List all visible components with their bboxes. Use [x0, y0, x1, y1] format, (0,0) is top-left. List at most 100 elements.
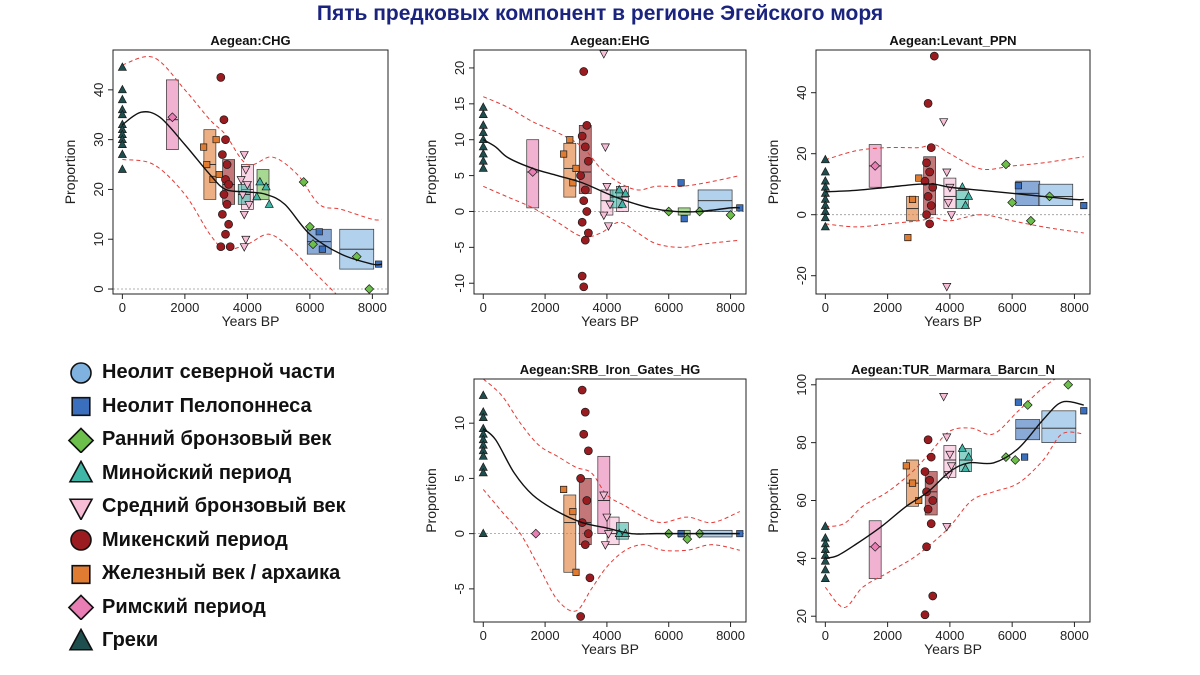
legend: Неолит северной части Неолит Пелопоннеса…	[66, 356, 346, 658]
x-axis-label: Years BP	[924, 641, 982, 657]
data-point	[922, 210, 931, 220]
data-point	[577, 217, 587, 227]
data-point	[239, 151, 249, 160]
data-point	[582, 496, 592, 505]
data-point	[942, 523, 952, 532]
data-point	[677, 179, 685, 187]
data-point	[244, 201, 254, 210]
y-tick-label: -10	[452, 274, 467, 293]
data-point	[945, 450, 955, 460]
data-point	[682, 534, 693, 545]
x-axis-label: Years BP	[924, 313, 982, 329]
y-tick-label: -20	[794, 266, 809, 285]
data-point	[222, 160, 232, 169]
data-point	[560, 485, 568, 494]
data-point	[242, 181, 252, 190]
data-point	[820, 521, 830, 530]
ci-lower-line	[122, 159, 337, 294]
data-point	[582, 207, 592, 216]
x-tick-label: 6000	[654, 300, 683, 315]
chart-panel: Aegean:SRB_Iron_Gates_HG 0 2000 4000 6000 800…	[423, 362, 747, 657]
data-point	[167, 112, 178, 123]
legend-marker	[70, 529, 92, 552]
ci-lower-line	[482, 489, 740, 612]
legend-marker	[67, 427, 95, 453]
data-point	[576, 612, 585, 621]
y-tick-label: 0	[91, 285, 106, 292]
data-point	[203, 160, 211, 169]
data-point	[572, 164, 580, 172]
x-tick-label: 6000	[998, 628, 1027, 643]
data-point	[579, 282, 589, 292]
x-tick-label: 2000	[873, 300, 902, 315]
x-tick-label: 8000	[716, 628, 745, 643]
plot-frame	[473, 378, 747, 623]
y-tick-label: 30	[91, 132, 106, 146]
x-tick-label: 0	[822, 300, 829, 315]
data-point	[960, 200, 971, 209]
y-tick-label: 5	[452, 172, 467, 179]
data-point	[926, 143, 936, 152]
data-point	[585, 573, 595, 583]
data-point	[599, 211, 609, 221]
data-point	[219, 190, 229, 199]
legend-item: Средний бронзовый век	[66, 490, 346, 524]
y-tick-label: 80	[794, 435, 809, 449]
data-point	[580, 540, 590, 550]
data-point	[923, 504, 933, 514]
data-point	[580, 185, 590, 195]
data-point	[219, 115, 229, 125]
data-point	[614, 528, 624, 537]
data-point	[920, 610, 930, 620]
data-point	[478, 141, 488, 151]
legend-symbol-icon	[71, 397, 91, 417]
data-point	[241, 166, 251, 175]
data-point	[239, 210, 249, 220]
data-point	[478, 109, 488, 118]
box-iqr	[1015, 419, 1041, 441]
chart-panel: Aegean:TUR_Marmara_Barcın_N 0 2000 4000 6000…	[765, 362, 1091, 657]
data-point	[820, 556, 830, 565]
data-point	[117, 139, 127, 148]
legend-marker	[71, 564, 91, 584]
legend-label: Железный век / архаика	[102, 562, 341, 585]
data-point	[584, 228, 593, 238]
data-point	[216, 73, 226, 82]
data-point	[1014, 182, 1022, 190]
data-point	[600, 143, 610, 153]
data-point	[1021, 453, 1029, 461]
data-point	[603, 530, 614, 539]
legend-label: Неолит северной части	[102, 361, 336, 384]
data-point	[117, 94, 127, 104]
data-point	[577, 385, 587, 395]
legend-label: Микенский период	[102, 528, 288, 551]
box-iqr	[563, 494, 577, 573]
data-point	[117, 84, 127, 94]
y-tick-label: 40	[794, 551, 809, 565]
data-point	[236, 176, 246, 185]
data-point	[926, 519, 936, 528]
data-point	[680, 215, 688, 223]
x-tick-label: 0	[480, 628, 487, 643]
data-point	[925, 219, 934, 229]
data-point	[600, 541, 610, 550]
data-point	[576, 474, 585, 483]
data-point	[599, 50, 609, 59]
x-tick-label: 2000	[873, 628, 902, 643]
data-point	[239, 243, 249, 252]
data-point	[117, 149, 127, 158]
ci-upper-line	[122, 56, 382, 221]
data-point	[576, 171, 585, 180]
legend-marker	[68, 627, 94, 651]
data-point	[478, 467, 488, 477]
y-tick-label: 0	[452, 530, 467, 537]
data-point	[939, 393, 949, 402]
data-point	[580, 142, 590, 152]
y-tick-label: 10	[452, 416, 467, 430]
y-tick-label: 100	[794, 374, 809, 396]
legend-item: Греки	[66, 624, 346, 658]
legend-label: Средний бронзовый век	[102, 495, 346, 518]
legend-label: Ранний бронзовый век	[102, 428, 332, 451]
data-point	[922, 158, 931, 168]
